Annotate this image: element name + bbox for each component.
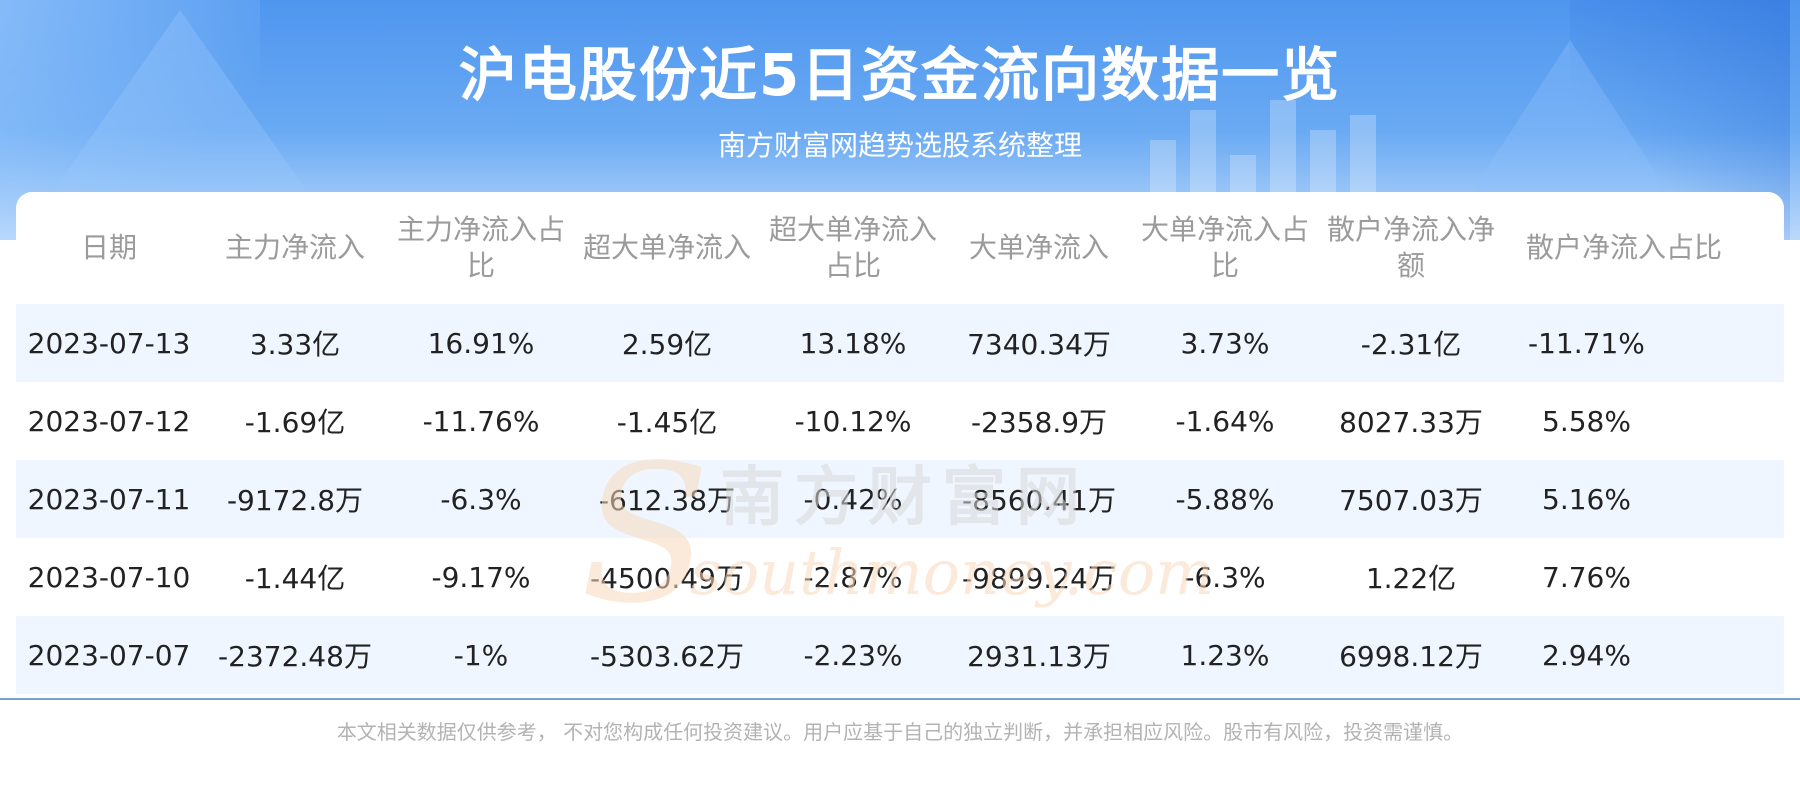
cell-super-large-inflow-ratio: -2.87%: [760, 538, 946, 616]
cell-super-large-inflow: 2.59亿: [574, 304, 760, 382]
cell-main-inflow-ratio: -6.3%: [388, 460, 574, 538]
column-header-retail-inflow-ratio: 散户净流入占比: [1526, 231, 1723, 264]
table-row: 2023-07-11 -9172.8万 -6.3% -612.38万 -0.42…: [16, 460, 1784, 538]
cell-super-large-inflow: -612.38万: [574, 460, 760, 538]
cell-main-inflow: -9172.8万: [202, 460, 388, 538]
cell-large-inflow-ratio: -5.88%: [1132, 460, 1318, 538]
column-header-super-large-inflow: 超大单净流入: [582, 231, 751, 264]
table-row: 2023-07-07 -2372.48万 -1% -5303.62万 -2.23…: [16, 616, 1784, 694]
cell-main-inflow: -2372.48万: [202, 616, 388, 694]
cell-date: 2023-07-11: [16, 460, 202, 538]
cell-large-inflow: -8560.41万: [946, 460, 1132, 538]
cell-date: 2023-07-12: [16, 382, 202, 460]
cell-main-inflow: 3.33亿: [202, 304, 388, 382]
cell-retail-inflow-ratio: 2.94%: [1504, 616, 1784, 694]
column-header-main-inflow: 主力净流入: [224, 231, 365, 264]
cell-main-inflow: -1.69亿: [202, 382, 388, 460]
fund-flow-table: 日期 主力净流入 主力净流入占比 超大单净流入 超大单净流入占比 大单净流入 大…: [16, 192, 1784, 694]
cell-super-large-inflow: -5303.62万: [574, 616, 760, 694]
cell-super-large-inflow-ratio: -10.12%: [760, 382, 946, 460]
cell-date: 2023-07-13: [16, 304, 202, 382]
cell-large-inflow: -2358.9万: [946, 382, 1132, 460]
table-row: 2023-07-10 -1.44亿 -9.17% -4500.49万 -2.87…: [16, 538, 1784, 616]
cell-large-inflow: -9899.24万: [946, 538, 1132, 616]
cell-retail-inflow-ratio: -11.71%: [1504, 304, 1784, 382]
cell-date: 2023-07-07: [16, 616, 202, 694]
cell-retail-inflow-ratio: 7.76%: [1504, 538, 1784, 616]
column-header-date: 日期: [80, 231, 137, 264]
disclaimer-text: 本文相关数据仅供参考， 不对您构成任何投资建议。用户应基于自己的独立判断，并承担…: [336, 720, 1464, 744]
column-header-retail-inflow-amount: 散户净流入净额: [1326, 213, 1495, 282]
cell-large-inflow-ratio: 1.23%: [1132, 616, 1318, 694]
cell-main-inflow-ratio: 16.91%: [388, 304, 574, 382]
cell-super-large-inflow: -4500.49万: [574, 538, 760, 616]
cell-super-large-inflow-ratio: 13.18%: [760, 304, 946, 382]
table-header-row: 日期 主力净流入 主力净流入占比 超大单净流入 超大单净流入占比 大单净流入 大…: [16, 192, 1784, 304]
cell-retail-inflow-amount: 8027.33万: [1318, 382, 1504, 460]
table-row: 2023-07-13 3.33亿 16.91% 2.59亿 13.18% 734…: [16, 304, 1784, 382]
cell-large-inflow-ratio: -6.3%: [1132, 538, 1318, 616]
cell-retail-inflow-ratio: 5.16%: [1504, 460, 1784, 538]
cell-main-inflow-ratio: -1%: [388, 616, 574, 694]
header-banner: 沪电股份近5日资金流向数据一览 南方财富网趋势选股系统整理: [0, 0, 1800, 240]
cell-large-inflow: 2931.13万: [946, 616, 1132, 694]
cell-super-large-inflow-ratio: -2.23%: [760, 616, 946, 694]
cell-retail-inflow-ratio: 5.58%: [1504, 382, 1784, 460]
footer-divider: [0, 698, 1800, 700]
cell-main-inflow-ratio: -9.17%: [388, 538, 574, 616]
column-header-large-inflow: 大单净流入: [968, 231, 1109, 264]
page-title: 沪电股份近5日资金流向数据一览: [458, 41, 1342, 109]
cell-super-large-inflow: -1.45亿: [574, 382, 760, 460]
cell-large-inflow-ratio: -1.64%: [1132, 382, 1318, 460]
page-subtitle: 南方财富网趋势选股系统整理: [717, 129, 1082, 162]
table-row: 2023-07-12 -1.69亿 -11.76% -1.45亿 -10.12%…: [16, 382, 1784, 460]
cell-main-inflow: -1.44亿: [202, 538, 388, 616]
cell-retail-inflow-amount: 1.22亿: [1318, 538, 1504, 616]
cell-super-large-inflow-ratio: -0.42%: [760, 460, 946, 538]
cell-retail-inflow-amount: 7507.03万: [1318, 460, 1504, 538]
cell-retail-inflow-amount: -2.31亿: [1318, 304, 1504, 382]
cell-large-inflow-ratio: 3.73%: [1132, 304, 1318, 382]
cell-main-inflow-ratio: -11.76%: [388, 382, 574, 460]
cell-date: 2023-07-10: [16, 538, 202, 616]
banner-decoration-left-triangle: [40, 10, 320, 210]
cell-large-inflow: 7340.34万: [946, 304, 1132, 382]
column-header-super-large-inflow-ratio: 超大单净流入占比: [768, 213, 937, 282]
column-header-large-inflow-ratio: 大单净流入占比: [1140, 213, 1309, 282]
column-header-main-inflow-ratio: 主力净流入占比: [396, 213, 565, 282]
banner-decoration-right-triangle: [1460, 40, 1680, 210]
cell-retail-inflow-amount: 6998.12万: [1318, 616, 1504, 694]
